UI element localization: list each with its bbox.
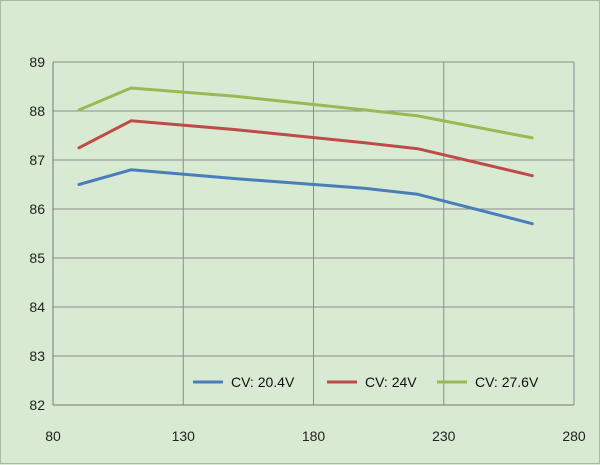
axes (52, 62, 574, 406)
x-tick-label: 130 (172, 428, 196, 444)
y-tick-label: 83 (29, 348, 45, 364)
legend-item-1: CV: 20.4V (193, 374, 295, 390)
legend-label: CV: 24V (365, 374, 417, 390)
series-line-2 (77, 119, 534, 178)
y-tick-label: 87 (29, 152, 45, 168)
series-lines (77, 86, 534, 226)
series-line-1 (77, 168, 534, 226)
y-tick-label: 88 (29, 103, 45, 119)
x-tick-label: 180 (302, 428, 326, 444)
legend-item-2: CV: 24V (327, 374, 417, 390)
y-tick-label: 85 (29, 250, 45, 266)
y-tick-label: 86 (29, 201, 45, 217)
x-tick-label: 80 (45, 428, 61, 444)
y-tick-label: 82 (29, 397, 45, 413)
x-tick-label: 280 (562, 428, 586, 444)
y-tick-label: 84 (29, 299, 45, 315)
legend-label: CV: 20.4V (231, 374, 295, 390)
legend: CV: 20.4V CV: 24V CV: 27.6V (193, 374, 539, 390)
legend-label: CV: 27.6V (475, 374, 539, 390)
x-tick-label: 230 (432, 428, 456, 444)
x-tick-labels: 80 130 180 230 280 (45, 428, 586, 444)
legend-item-3: CV: 27.6V (437, 374, 539, 390)
y-tick-labels: 82 83 84 85 86 87 88 89 (29, 54, 45, 413)
y-tick-label: 89 (29, 54, 45, 70)
series-line-3 (77, 86, 534, 140)
gridlines (53, 61, 575, 405)
